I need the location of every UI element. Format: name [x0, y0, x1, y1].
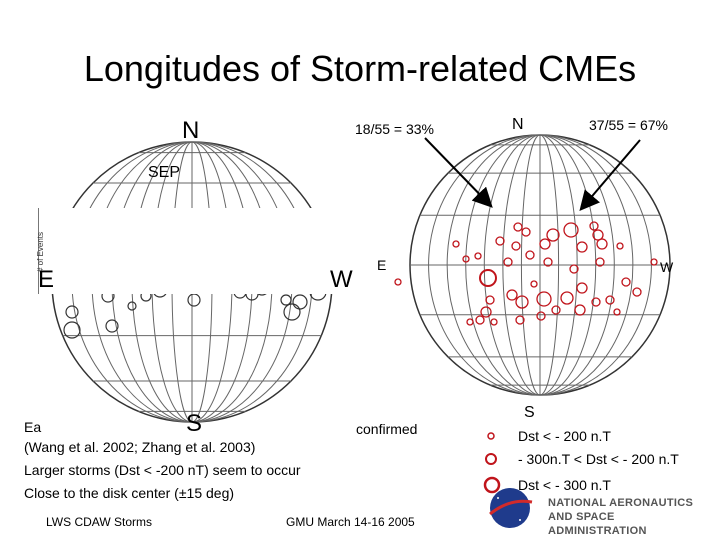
legend-small-marker [487, 432, 495, 440]
event-marker [595, 257, 605, 267]
event-marker [127, 301, 137, 311]
event-marker [503, 257, 513, 267]
arrow-right-fraction [579, 139, 641, 212]
event-marker [574, 304, 586, 316]
right-fraction: 37/55 = 67% [589, 117, 669, 133]
nasa-wordmark: NATIONAL AERONAUTICS AND SPACE ADMINISTR… [548, 496, 708, 538]
footer-center: GMU March 14-16 2005 [286, 515, 415, 529]
event-marker [65, 305, 79, 319]
event-marker [616, 242, 624, 250]
event-marker-large [479, 269, 497, 287]
notes-line1-start: Ea [24, 419, 42, 435]
legend-large-marker [483, 476, 501, 494]
event-marker [292, 294, 308, 310]
event-marker [515, 295, 529, 309]
event-marker [474, 252, 482, 260]
event-marker [495, 236, 505, 246]
legend-small-label: Dst < - 200 n.T [518, 428, 611, 444]
footer-left: LWS CDAW Storms [46, 515, 153, 529]
right-east-label: E [377, 257, 387, 273]
left-east-label: E [38, 266, 55, 293]
notes-line2: (Wang et al. 2002; Zhang et al. 2003) [24, 439, 256, 455]
legend-medium-label: - 300n.T < Dst < - 200 n.T [518, 451, 679, 467]
event-marker [543, 257, 553, 267]
event-marker [506, 289, 518, 301]
left-fraction: 18/55 = 33% [355, 121, 435, 137]
event-marker [632, 287, 642, 297]
event-marker [187, 293, 201, 307]
event-marker [490, 318, 498, 326]
nasa-logo [489, 488, 533, 528]
event-marker [613, 308, 621, 316]
event-marker [591, 297, 601, 307]
event-marker [569, 264, 579, 274]
event-marker [452, 240, 460, 248]
event-marker [475, 315, 485, 325]
left-west-label: W [330, 266, 353, 293]
left-south-label: S [186, 410, 203, 437]
event-marker [466, 318, 474, 326]
slide-title: Longitudes of Storm-related CMEs [83, 48, 637, 89]
event-marker [546, 228, 560, 242]
notes-line4: Close to the disk center (±15 deg) [24, 485, 235, 501]
event-marker [576, 282, 588, 294]
right-west-label: W [660, 259, 674, 275]
notes-line1-end: confirmed [356, 421, 418, 437]
event-marker [539, 238, 551, 250]
event-marker [576, 241, 588, 253]
arrow-left-fraction [424, 137, 493, 208]
sep-histogram-panel [38, 208, 339, 294]
right-event-markers [394, 221, 658, 326]
event-marker [462, 255, 470, 263]
legend-medium-marker [485, 453, 497, 465]
event-marker [511, 241, 521, 251]
nasa-line1: NATIONAL AERONAUTICS [548, 497, 694, 509]
event-marker [530, 280, 538, 288]
event-marker [480, 306, 492, 318]
left-north-label: N [182, 117, 200, 144]
event-marker [515, 315, 525, 325]
event-marker [485, 295, 495, 305]
legend-large-label: Dst < - 300 n.T [518, 477, 611, 493]
event-marker [592, 229, 604, 241]
event-marker [280, 294, 292, 306]
notes-line3: Larger storms (Dst < -200 nT) seem to oc… [24, 462, 301, 478]
sep-label: SEP [148, 164, 181, 181]
event-marker [105, 319, 119, 333]
right-north-label: N [512, 116, 524, 133]
event-marker [536, 291, 552, 307]
event-marker [560, 291, 574, 305]
event-marker [650, 258, 658, 266]
nasa-line2: AND SPACE ADMINISTRATION [548, 511, 647, 537]
event-marker [513, 222, 523, 232]
event-marker [605, 295, 615, 305]
right-south-label: S [524, 404, 535, 421]
event-marker [63, 321, 81, 339]
event-marker [563, 222, 579, 238]
event-marker [596, 238, 608, 250]
event-marker [525, 250, 535, 260]
event-marker [621, 277, 631, 287]
event-marker [394, 278, 402, 286]
event-marker [589, 221, 599, 231]
event-marker [551, 305, 561, 315]
event-marker [283, 303, 301, 321]
event-marker [536, 311, 546, 321]
right-solar-disk [409, 134, 671, 396]
event-marker [521, 227, 531, 237]
